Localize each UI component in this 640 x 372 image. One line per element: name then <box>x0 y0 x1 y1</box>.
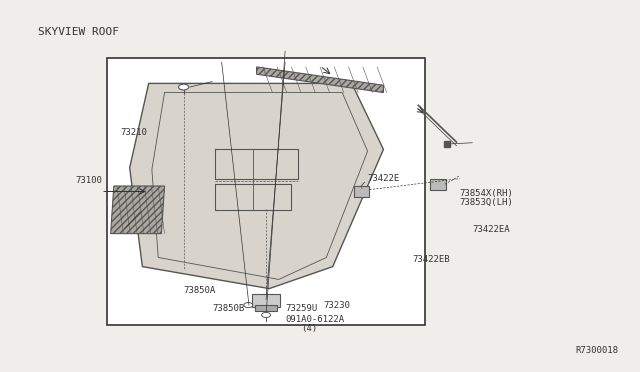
Text: 73422EB: 73422EB <box>412 255 450 264</box>
Polygon shape <box>111 186 164 234</box>
Text: SKYVIEW ROOF: SKYVIEW ROOF <box>38 26 118 36</box>
Polygon shape <box>257 67 383 93</box>
Text: 73100: 73100 <box>76 176 102 185</box>
Text: 73422EA: 73422EA <box>472 225 510 234</box>
Bar <box>252 294 280 307</box>
Circle shape <box>262 312 271 318</box>
Text: 73854X(RH): 73854X(RH) <box>460 189 513 198</box>
Text: R7300018: R7300018 <box>575 346 618 355</box>
Circle shape <box>244 302 253 308</box>
Circle shape <box>179 84 189 90</box>
Bar <box>354 186 369 197</box>
Polygon shape <box>130 83 383 289</box>
FancyBboxPatch shape <box>108 58 425 325</box>
Bar <box>255 305 278 311</box>
Text: 73422E: 73422E <box>367 174 400 183</box>
Text: 73850A: 73850A <box>184 286 216 295</box>
Text: 73210: 73210 <box>120 128 147 137</box>
Text: 73853Q(LH): 73853Q(LH) <box>460 198 513 207</box>
Text: 73259U: 73259U <box>285 304 317 313</box>
Text: 73850B: 73850B <box>212 304 244 313</box>
Text: 091A0-6122A: 091A0-6122A <box>285 315 344 324</box>
Text: (4): (4) <box>301 324 317 333</box>
Bar <box>429 179 445 190</box>
Text: 73230: 73230 <box>323 301 350 310</box>
